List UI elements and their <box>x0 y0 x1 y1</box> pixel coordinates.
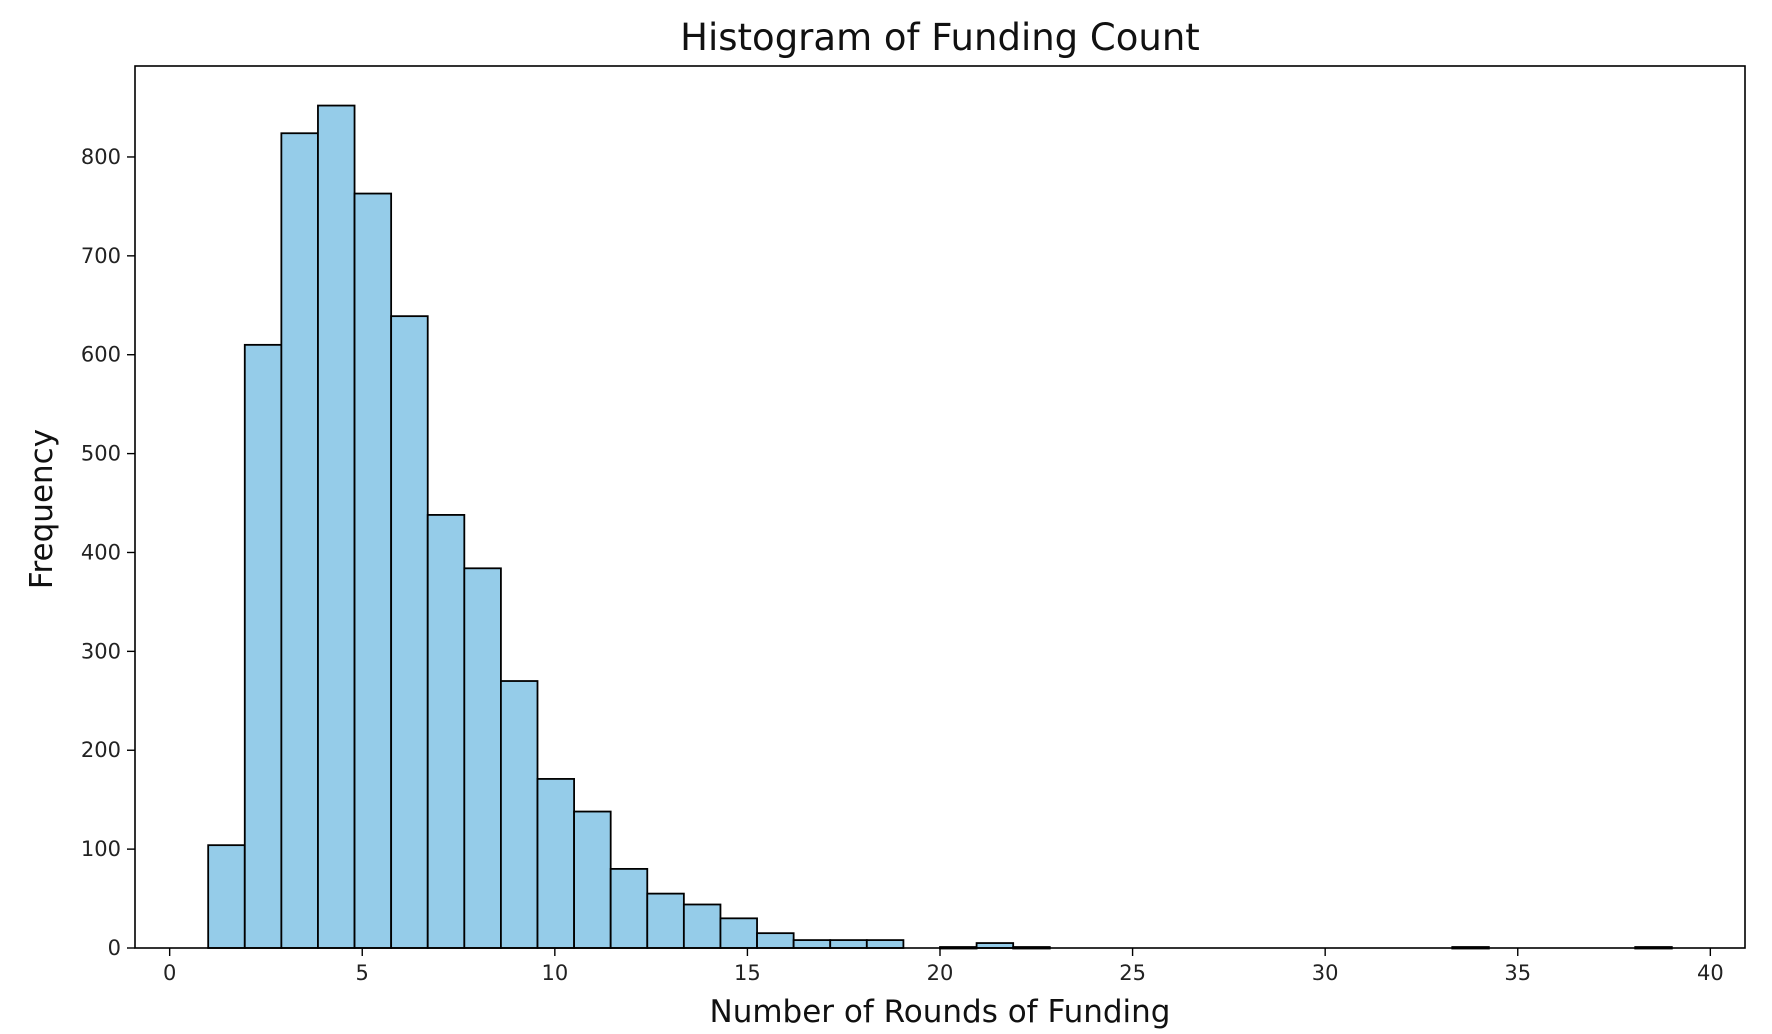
histogram-bar <box>646 892 685 949</box>
histogram-bar <box>756 932 795 949</box>
y-tick-label: 0 <box>108 936 121 960</box>
x-tick-label: 20 <box>927 961 954 985</box>
x-axis-title: Number of Rounds of Funding <box>710 994 1171 1030</box>
y-tick-label: 600 <box>81 343 121 367</box>
histogram-bar <box>792 939 832 949</box>
y-tick-label: 800 <box>81 145 121 169</box>
histogram-bar <box>682 903 722 949</box>
x-tick-label: 35 <box>1504 961 1531 985</box>
y-tick-label: 300 <box>81 639 121 663</box>
histogram-bar <box>243 343 283 949</box>
y-tick-label: 100 <box>81 837 121 861</box>
histogram-bar <box>500 680 539 949</box>
y-tick-label: 200 <box>81 738 121 762</box>
histogram-bar <box>353 192 393 949</box>
histogram-bar <box>865 939 905 949</box>
ticks-layer: 0 5 10 15 20 25 30 35 40010020030040050060070080… <box>81 145 1724 985</box>
histogram-bar <box>536 778 575 949</box>
histogram-bar <box>207 844 246 949</box>
y-tick-label: 700 <box>81 244 121 268</box>
histogram-bar <box>390 315 429 949</box>
x-tick-label: 0 <box>163 961 176 985</box>
x-tick-label: 15 <box>734 961 761 985</box>
histogram-bar <box>719 917 758 949</box>
x-tick-label: 30 <box>1312 961 1339 985</box>
histogram-bar <box>280 132 319 949</box>
histogram-bar <box>829 939 868 949</box>
histogram-bar <box>426 514 466 949</box>
bars-layer <box>207 104 1673 950</box>
histogram-bar <box>317 104 356 949</box>
plot-frame <box>134 65 1746 949</box>
x-tick-label: 40 <box>1697 961 1724 985</box>
x-tick-label: 10 <box>541 961 568 985</box>
histogram-bar <box>573 810 612 949</box>
x-tick-label: 5 <box>356 961 369 985</box>
x-tick-label: 25 <box>1119 961 1146 985</box>
y-axis-title: Frequency <box>24 429 60 589</box>
y-tick-label: 400 <box>81 540 121 564</box>
y-tick-label: 500 <box>81 442 121 466</box>
chart-title: Histogram of Funding Count <box>680 16 1200 59</box>
histogram-bar <box>463 567 502 949</box>
histogram-bar <box>609 867 649 949</box>
